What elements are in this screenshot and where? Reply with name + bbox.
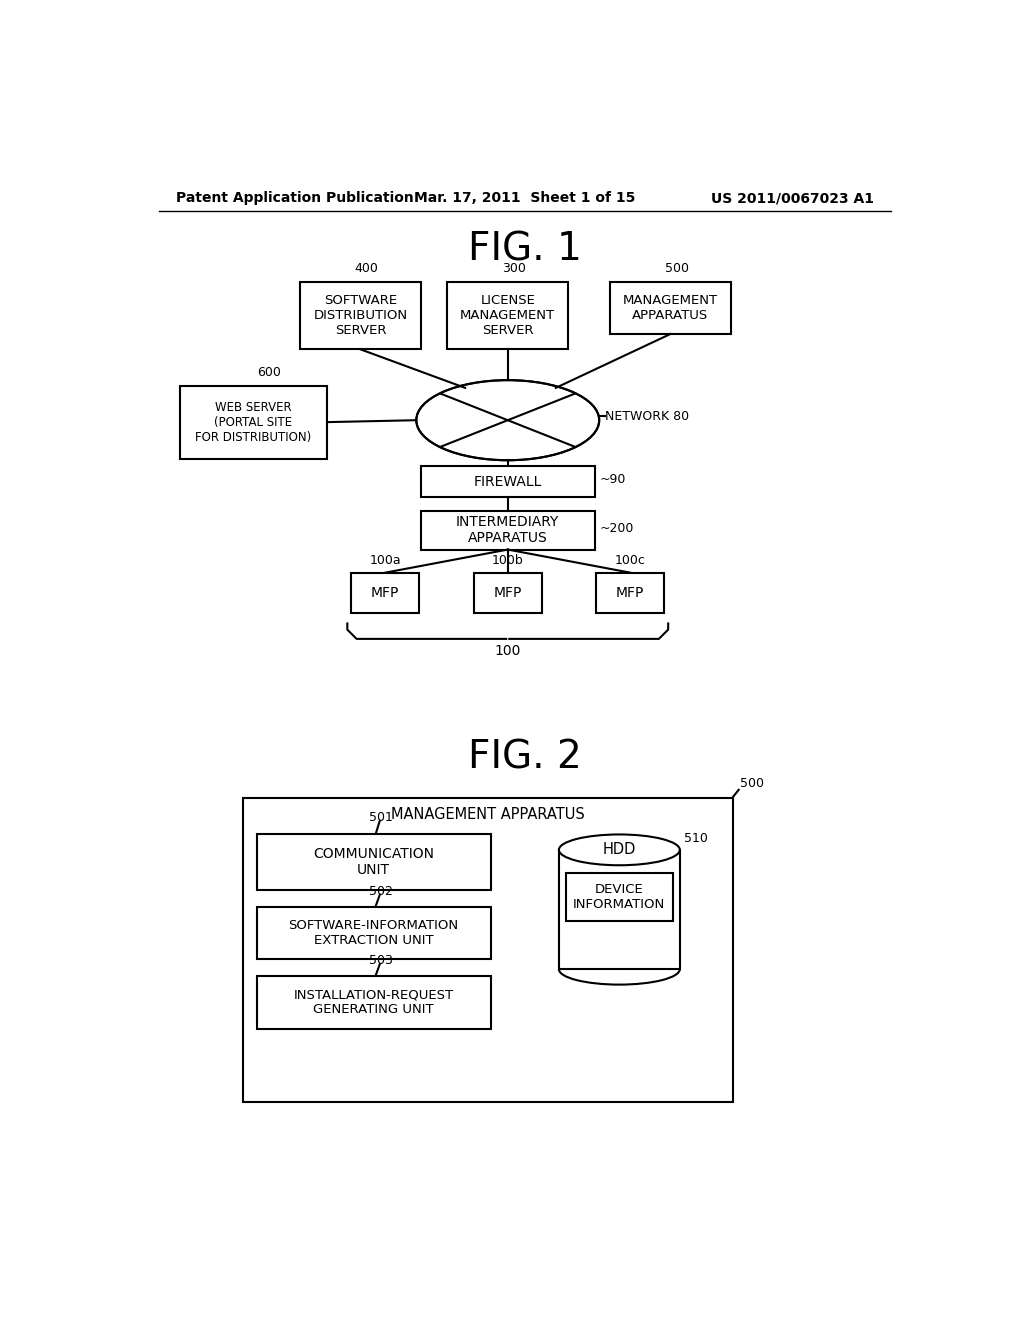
Text: COMMUNICATION
UNIT: COMMUNICATION UNIT (313, 847, 434, 878)
FancyBboxPatch shape (257, 907, 490, 960)
Text: NETWORK 80: NETWORK 80 (605, 409, 689, 422)
Text: SOFTWARE
DISTRIBUTION
SERVER: SOFTWARE DISTRIBUTION SERVER (313, 294, 408, 337)
FancyBboxPatch shape (447, 281, 568, 350)
Text: WEB SERVER
(PORTAL SITE
FOR DISTRIBUTION): WEB SERVER (PORTAL SITE FOR DISTRIBUTION… (196, 401, 311, 444)
FancyBboxPatch shape (421, 466, 595, 498)
Text: 100: 100 (495, 644, 521, 659)
Text: INSTALLATION-REQUEST
GENERATING UNIT: INSTALLATION-REQUEST GENERATING UNIT (294, 989, 454, 1016)
Text: FIREWALL: FIREWALL (473, 475, 542, 488)
FancyBboxPatch shape (180, 385, 328, 459)
Text: MFP: MFP (371, 586, 399, 599)
Ellipse shape (559, 834, 680, 866)
Text: SOFTWARE-INFORMATION
EXTRACTION UNIT: SOFTWARE-INFORMATION EXTRACTION UNIT (289, 919, 459, 946)
FancyBboxPatch shape (243, 797, 732, 1102)
Text: 100b: 100b (492, 553, 523, 566)
Text: 500: 500 (740, 776, 764, 789)
Text: MFP: MFP (616, 586, 644, 599)
FancyBboxPatch shape (300, 281, 421, 350)
Text: MANAGEMENT
APPARATUS: MANAGEMENT APPARATUS (623, 294, 718, 322)
Text: US 2011/0067023 A1: US 2011/0067023 A1 (711, 191, 873, 206)
Text: MANAGEMENT APPARATUS: MANAGEMENT APPARATUS (391, 807, 585, 822)
Text: 510: 510 (684, 832, 709, 845)
Text: Mar. 17, 2011  Sheet 1 of 15: Mar. 17, 2011 Sheet 1 of 15 (414, 191, 636, 206)
Text: Patent Application Publication: Patent Application Publication (176, 191, 414, 206)
FancyBboxPatch shape (257, 834, 490, 890)
Text: 600: 600 (257, 367, 281, 379)
Text: MFP: MFP (494, 586, 522, 599)
Text: ~200: ~200 (599, 521, 634, 535)
Text: LICENSE
MANAGEMENT
SERVER: LICENSE MANAGEMENT SERVER (460, 294, 555, 337)
Ellipse shape (417, 380, 599, 461)
Text: 503: 503 (370, 954, 393, 968)
FancyBboxPatch shape (474, 573, 542, 612)
Text: FIG. 2: FIG. 2 (468, 738, 582, 776)
Text: 100a: 100a (370, 553, 401, 566)
FancyBboxPatch shape (421, 511, 595, 549)
Text: FIG. 1: FIG. 1 (468, 230, 582, 268)
FancyBboxPatch shape (566, 873, 673, 921)
Text: 300: 300 (502, 263, 526, 276)
Text: INTERMEDIARY
APPARATUS: INTERMEDIARY APPARATUS (456, 515, 559, 545)
Text: DEVICE
INFORMATION: DEVICE INFORMATION (573, 883, 666, 911)
Text: 100c: 100c (614, 553, 646, 566)
FancyBboxPatch shape (257, 977, 490, 1028)
Text: 400: 400 (354, 263, 379, 276)
FancyBboxPatch shape (610, 281, 731, 334)
Text: HDD: HDD (603, 842, 636, 858)
Text: 502: 502 (370, 884, 393, 898)
Text: ~90: ~90 (599, 473, 626, 486)
FancyBboxPatch shape (559, 850, 680, 969)
FancyBboxPatch shape (351, 573, 420, 612)
FancyBboxPatch shape (596, 573, 665, 612)
Text: 501: 501 (370, 810, 393, 824)
Text: 500: 500 (665, 263, 689, 276)
